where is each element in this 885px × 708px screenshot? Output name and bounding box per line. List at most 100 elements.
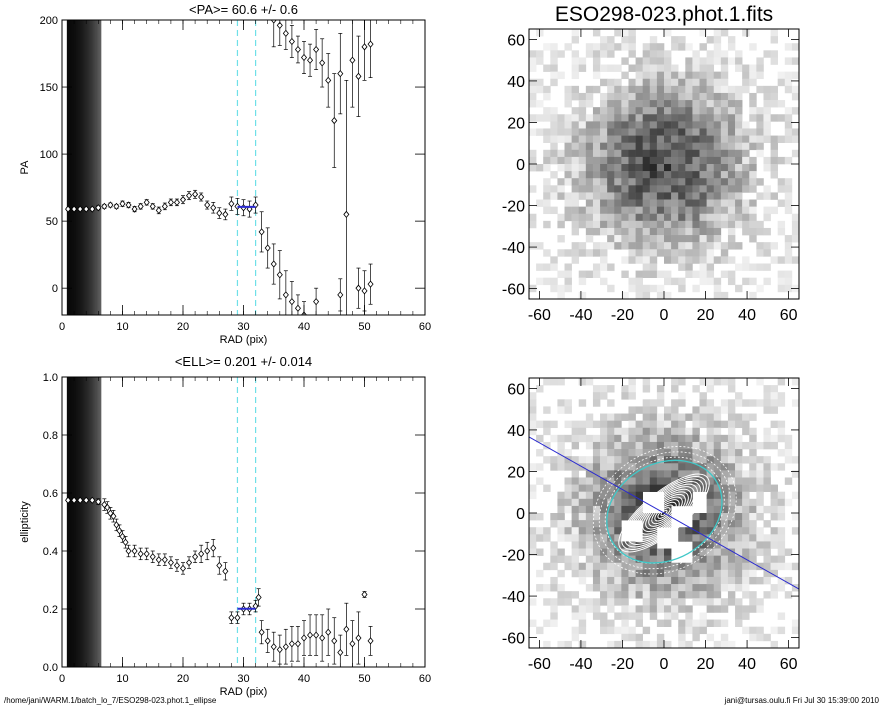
image-pixel [564,43,572,51]
image-pixel [749,456,757,464]
image-pixel [585,100,594,108]
image-pixel [571,498,580,507]
image-pixel [600,50,608,58]
data-point [116,527,123,535]
image-pixel [685,71,693,80]
image-pixel [735,491,743,500]
image-pixel [642,256,651,264]
image-pixel [742,142,750,151]
image-pixel [642,114,651,122]
footer-timestamp: jani@tursas.oulu.fi Fri Jul 30 15:39:00 … [724,696,879,705]
image-pixel [720,149,729,158]
image-pixel [585,598,594,606]
image-pixel [735,178,743,186]
inner-isophote-band [98,20,101,315]
inner-isophote-band [91,20,94,315]
image-pixel [557,192,565,200]
image-pixel [578,57,587,65]
image-pixel [685,470,693,478]
image-pixel [685,626,693,635]
image-pixel [671,178,679,186]
image-pixel [571,242,580,250]
image-pixel [692,192,700,200]
inner-isophote-band [72,20,74,315]
image-pixel [592,270,601,278]
image-pixel [791,235,799,243]
image-pixel [685,114,693,122]
image-pixel [664,178,672,186]
image-pixel [585,562,594,571]
image-pixel [571,434,580,443]
image-pixel [649,477,658,485]
image-pixel [607,420,615,429]
image-pixel [529,484,537,492]
image-pixel [578,619,587,627]
image-pixel [564,128,572,136]
image-pixel [571,605,580,613]
data-point [119,200,126,208]
image-pixel [621,92,629,101]
image-pixel [756,227,764,236]
image-pixel [585,149,594,158]
image-pixel [642,156,651,165]
image-pixel [550,513,558,521]
image-pixel [621,484,629,492]
image-pixel [600,277,608,286]
image-pixel [600,36,608,44]
image-pixel [607,598,615,606]
image-pixel [699,71,707,80]
image-pixel [635,619,643,627]
image-pixel [578,378,587,386]
image-pixel [564,114,572,122]
x-tick-label: 30 [237,673,249,685]
x-tick-label: 40 [298,321,310,333]
data-point [204,201,211,209]
data-point [282,291,289,299]
image-pixel [706,277,715,286]
image-pixel [614,513,622,521]
image-pixel [692,406,700,414]
image-pixel [664,142,672,151]
image-pixel [671,36,679,44]
data-point [65,496,72,504]
image-pixel [791,456,799,464]
image-pixel [678,242,686,250]
image-pixel [699,220,707,229]
image-pixel [727,598,736,606]
image-pixel [628,441,636,450]
image-pixel [557,164,565,172]
image-pixel [635,85,643,94]
image-pixel [628,392,636,400]
image-pixel [749,505,757,514]
image-pixel [706,164,715,172]
image-pixel [607,142,615,151]
image-pixel [585,128,594,136]
image-pixel [571,29,580,37]
image-pixel [564,156,572,165]
image-pixel [543,178,551,186]
data-point [367,40,374,48]
image-pixel [642,378,651,386]
image-pixel [529,548,537,556]
image-pixel [749,92,757,101]
image-pixel [720,71,729,80]
image-pixel [692,149,700,158]
image-pixel [578,178,587,186]
x-tick-label: -40 [569,307,592,324]
image-pixel [557,135,565,143]
image-pixel [564,399,572,407]
image-pixel [621,427,629,436]
image-pixel [692,520,700,528]
image-pixel [664,591,672,599]
image-pixel [749,164,757,172]
image-pixel [621,206,629,215]
image-pixel [678,277,686,286]
image-pixel [550,64,558,72]
image-pixel [713,449,722,457]
image-pixel [756,399,764,407]
image-pixel [564,434,572,443]
isophote-ellipse [636,488,692,538]
image-pixel [628,277,636,286]
image-pixel [727,562,736,571]
image-pixel [784,199,793,207]
